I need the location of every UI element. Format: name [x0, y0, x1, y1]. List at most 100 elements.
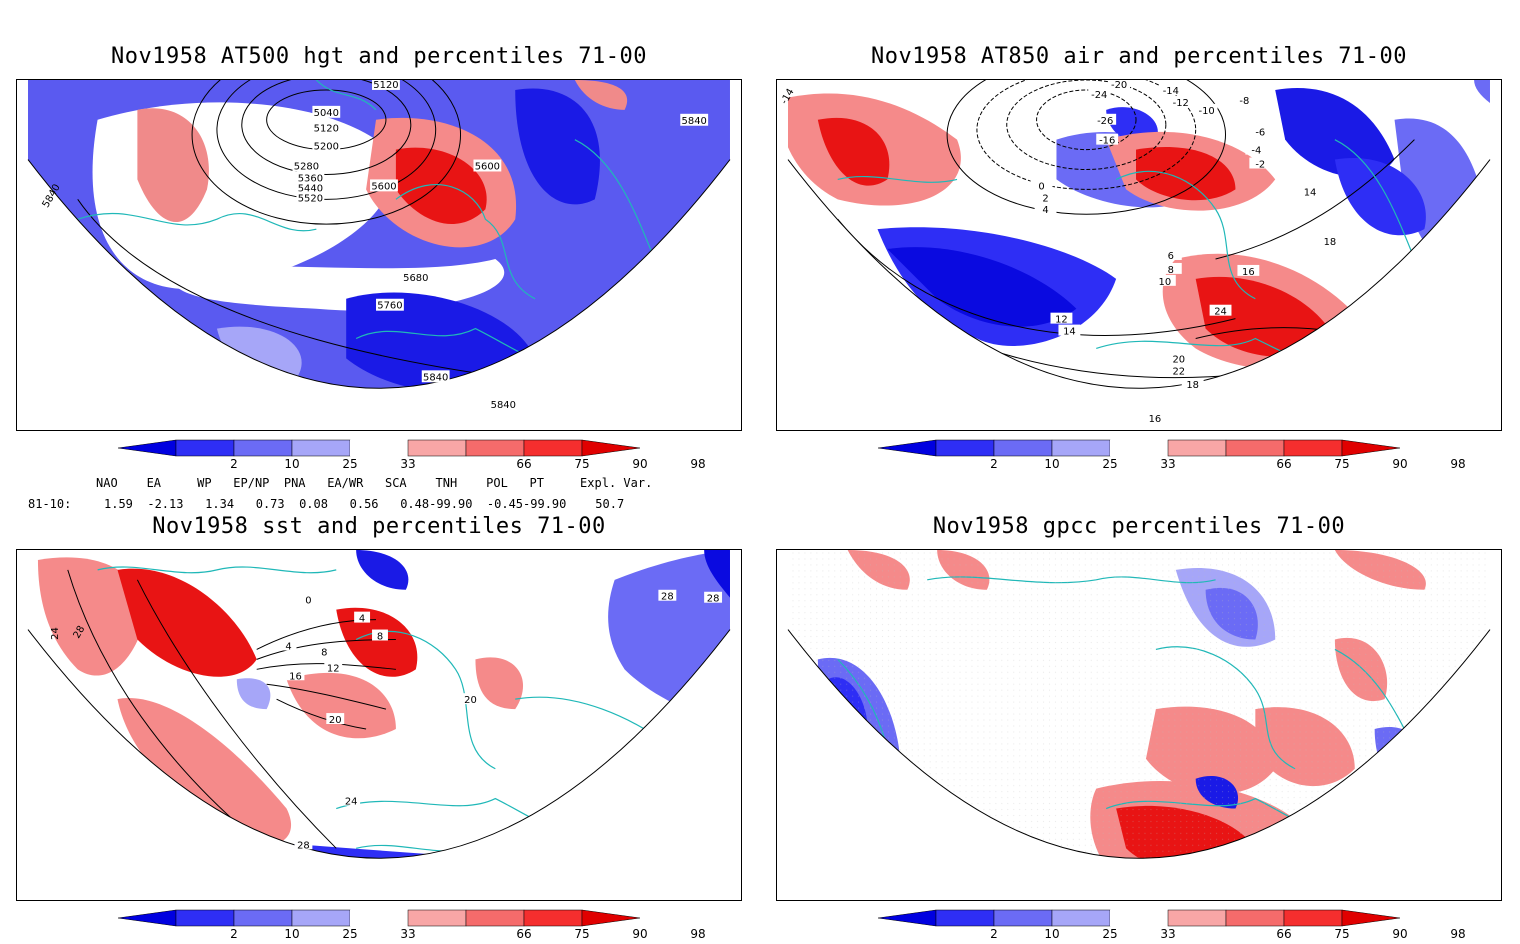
colorbar-swatch — [407, 909, 467, 927]
contour-label: 5520 — [298, 193, 323, 204]
contour-label: -20 — [1111, 80, 1127, 91]
colorbar-swatch — [1225, 439, 1285, 457]
contour-label: 5120 — [373, 80, 398, 91]
contour-label: 12 — [327, 663, 340, 674]
colorbar-tick-label: 90 — [1392, 457, 1407, 471]
map-sst: 24 28 4 8 12 16 20 24 28 0 4 8 20 28 28 — [27, 550, 731, 859]
colorbar-sst-svg: 2 10 25 33 66 75 90 98 — [117, 909, 706, 941]
contour-label: 16 — [289, 671, 302, 682]
colorbar-sst: 2 10 25 33 66 75 90 98 — [117, 909, 706, 944]
colorbar-air: 2 10 25 33 66 75 90 98 — [877, 439, 1466, 474]
contour-label: -16 — [1099, 136, 1115, 147]
colorbar-gpcc-svg: 2 10 25 33 66 75 90 98 — [877, 909, 1466, 941]
colorbar-tick-label: 2 — [990, 457, 998, 471]
colorbar-tick-label: 33 — [400, 927, 415, 941]
colorbar-swatch — [1283, 909, 1343, 927]
contour-label: 5840 — [491, 400, 516, 411]
contour-label: -12 — [1173, 98, 1189, 109]
contour-label: 18 — [1324, 237, 1337, 248]
map-panel-sst: 24 28 4 8 12 16 20 24 28 0 4 8 20 28 28 — [16, 549, 742, 901]
indices-row-values: 1.59 -2.13 1.34 0.73 0.08 0.56 0.48-99.9… — [104, 497, 625, 511]
colorbar-swatch — [175, 439, 235, 457]
panel-title-hgt: Nov1958 AT500 hgt and percentiles 71-00 — [110, 44, 648, 69]
colorbar-tick-label: 33 — [1160, 457, 1175, 471]
colorbar-tick-label: 98 — [1450, 457, 1465, 471]
colorbar-tick-label: 98 — [690, 927, 705, 941]
colorbar-swatch — [291, 909, 351, 927]
colorbar-swatch — [350, 440, 408, 456]
colorbar-tick-label: 25 — [342, 927, 357, 941]
colorbar-tick-label: 25 — [1102, 927, 1117, 941]
contour-label: 4 — [359, 614, 365, 625]
contour-label: 5360 — [298, 173, 323, 184]
contour-label: 5680 — [403, 273, 428, 284]
contour-label: 24 — [345, 797, 358, 808]
contour-label: 5600 — [475, 161, 500, 172]
colorbar-swatch — [523, 439, 583, 457]
contour-label: 28 — [707, 594, 720, 605]
colorbar-swatch — [1283, 439, 1343, 457]
map-panel-hgt: 5040 5120 5120 5200 5280 5360 5440 5520 … — [16, 79, 742, 431]
indices-row-label: 81-10: — [28, 497, 72, 511]
colorbar-swatch — [175, 909, 235, 927]
colorbar-tick-label: 10 — [284, 457, 299, 471]
colorbar-tick-label: 98 — [690, 457, 705, 471]
contour-label: 0 — [1038, 181, 1044, 192]
contour-label: -8 — [1239, 96, 1249, 107]
contour-label: 5600 — [371, 181, 396, 192]
colorbar-swatch — [1167, 439, 1227, 457]
map-panel-gpcc — [776, 549, 1502, 901]
contour-label: 28 — [72, 624, 88, 640]
contour-label: 20 — [329, 715, 342, 726]
colorbar-swatch — [993, 439, 1053, 457]
colorbar-tick-label: 90 — [632, 457, 647, 471]
colorbar-swatch — [1167, 909, 1227, 927]
colorbar-swatch — [350, 910, 408, 926]
contour-label: -6 — [1255, 128, 1265, 139]
colorbar-swatch — [117, 909, 177, 927]
colorbar-tick-label: 33 — [1160, 927, 1175, 941]
colorbar-swatch — [1341, 909, 1401, 927]
contour-label: -10 — [1198, 106, 1214, 117]
contour-label: 8 — [377, 631, 383, 642]
colorbar-swatch — [291, 439, 351, 457]
colorbar-tick-label: 66 — [516, 927, 531, 941]
contour-label: 28 — [297, 840, 310, 851]
colorbar-swatch — [465, 909, 525, 927]
contour-label: 6 — [1168, 251, 1174, 262]
contour-label: 16 — [1149, 414, 1162, 425]
colorbar-tick-label: 66 — [1276, 457, 1291, 471]
colorbar-tick-label: 90 — [1392, 927, 1407, 941]
colorbar-swatch — [581, 439, 641, 457]
contour-label: 2 — [1042, 193, 1048, 204]
colorbar-swatch — [935, 909, 995, 927]
contour-label: 12 — [1055, 315, 1068, 326]
colorbar-gpcc: 2 10 25 33 66 75 90 98 — [877, 909, 1466, 944]
contour-label: 5120 — [314, 124, 339, 135]
contour-label: -2 — [1255, 160, 1265, 171]
contour-label: 28 — [661, 592, 674, 603]
colorbar-swatch — [1051, 909, 1111, 927]
colorbar-hgt-svg: 2 10 25 33 66 75 90 98 — [117, 439, 706, 471]
colorbar-swatch — [117, 439, 177, 457]
colorbar-swatch — [233, 439, 293, 457]
panel-title-air: Nov1958 AT850 air and percentiles 71-00 — [870, 44, 1408, 69]
colorbar-tick-label: 10 — [1044, 457, 1059, 471]
colorbar-swatch — [877, 909, 937, 927]
contour-label: 16 — [1242, 267, 1255, 278]
contour-label: -26 — [1097, 116, 1113, 127]
contour-label: 14 — [1063, 327, 1076, 338]
colorbar-swatch — [877, 439, 937, 457]
contour-label: 5280 — [294, 161, 319, 172]
panel-title-sst: Nov1958 sst and percentiles 71-00 — [152, 514, 606, 539]
colorbar-tick-label: 75 — [1334, 927, 1349, 941]
colorbar-swatch — [233, 909, 293, 927]
contour-label: -24 — [1091, 90, 1107, 101]
map-air: -20 -24 -26 -16 -14 -12 -10 -8 -6 -4 -2 … — [779, 80, 1491, 425]
colorbar-tick-label: 98 — [1450, 927, 1465, 941]
colorbar-swatch — [1110, 440, 1168, 456]
colorbar-swatch — [465, 439, 525, 457]
colorbar-swatch — [935, 439, 995, 457]
colorbar-tick-label: 25 — [1102, 457, 1117, 471]
contour-label: 24 — [50, 627, 61, 640]
